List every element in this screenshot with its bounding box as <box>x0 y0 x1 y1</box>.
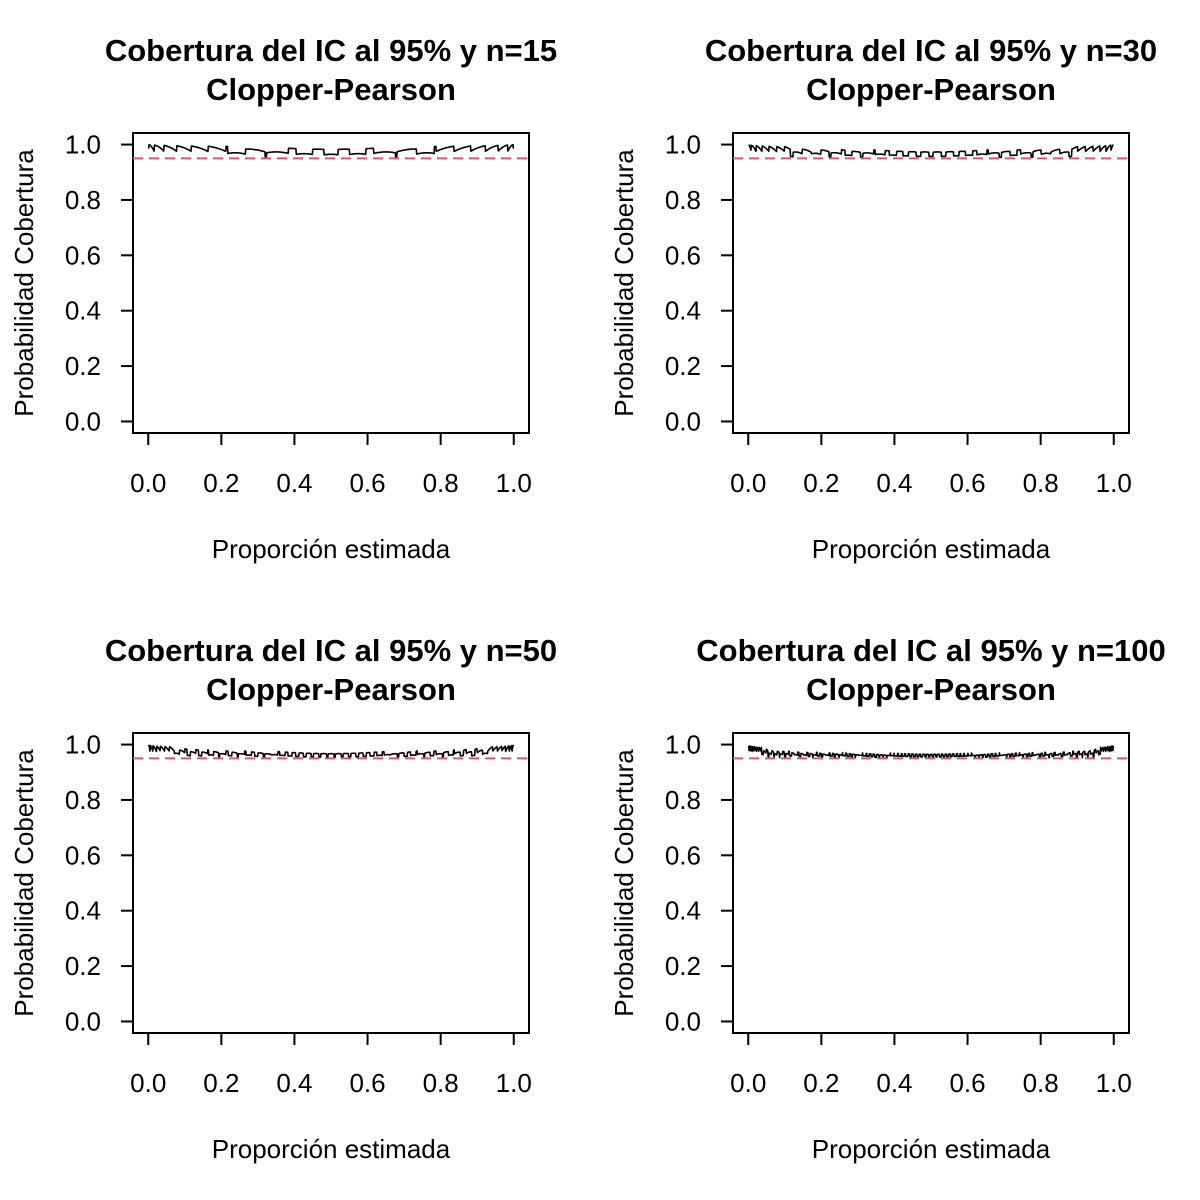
coverage-line <box>747 745 1115 760</box>
chart-subtitle: Clopper-Pearson <box>806 672 1056 707</box>
coverage-line <box>147 744 515 759</box>
x-tick-label: 0.2 <box>803 468 839 498</box>
y-tick-label: 1.0 <box>65 130 101 160</box>
y-tick-label: 0.6 <box>665 240 701 270</box>
chart-panel-2: Cobertura del IC al 95% y n=30 Clopper-Pe… <box>609 33 1157 564</box>
plot-frame <box>732 132 1130 434</box>
x-tick-label: 0.6 <box>349 1068 385 1098</box>
y-axis-label: Probabilidad Cobertura <box>609 149 639 417</box>
x-tick-label: 1.0 <box>1096 1068 1132 1098</box>
x-tick-label: 0.4 <box>276 468 312 498</box>
x-tick-label: 0.6 <box>949 1068 985 1098</box>
y-tick-label: 0.0 <box>665 406 701 436</box>
y-tick-label: 0.8 <box>665 785 701 815</box>
x-tick-label: 0.6 <box>949 468 985 498</box>
x-tick-label: 0.4 <box>876 1068 912 1098</box>
y-tick-label: 0.0 <box>65 406 101 436</box>
x-tick-label: 0.6 <box>349 468 385 498</box>
chart-panel-1: Cobertura del IC al 95% y n=15 Clopper-Pe… <box>9 33 557 564</box>
x-tick-label: 0.2 <box>803 1068 839 1098</box>
x-tick-label: 0.2 <box>203 468 239 498</box>
x-axis-label: Proporción estimada <box>812 534 1051 564</box>
plot-frame <box>732 732 1130 1034</box>
chart-title: Cobertura del IC al 95% y n=100 <box>696 633 1166 668</box>
x-tick-label: 1.0 <box>1096 468 1132 498</box>
x-tick-label: 0.0 <box>730 1068 766 1098</box>
y-tick-label: 0.4 <box>65 896 101 926</box>
x-tick-label: 0.4 <box>876 468 912 498</box>
x-tick-label: 0.8 <box>1023 468 1059 498</box>
y-tick-label: 0.8 <box>65 185 101 215</box>
y-tick-label: 1.0 <box>65 730 101 760</box>
y-tick-label: 0.4 <box>665 896 701 926</box>
x-tick-label: 0.8 <box>423 468 459 498</box>
chart-title: Cobertura del IC al 95% y n=50 <box>105 633 557 668</box>
y-tick-label: 1.0 <box>665 130 701 160</box>
y-tick-label: 0.8 <box>65 785 101 815</box>
y-tick-label: 0.0 <box>665 1006 701 1036</box>
y-tick-label: 0.4 <box>65 296 101 326</box>
y-tick-label: 0.8 <box>665 185 701 215</box>
y-axis-label: Probabilidad Cobertura <box>9 149 39 417</box>
coverage-line <box>748 144 1114 159</box>
y-tick-label: 0.0 <box>65 1006 101 1036</box>
plot-frame <box>132 732 530 1034</box>
chart-subtitle: Clopper-Pearson <box>806 72 1056 107</box>
x-tick-label: 1.0 <box>496 1068 532 1098</box>
y-tick-label: 0.6 <box>65 840 101 870</box>
chart-panel-4: Cobertura del IC al 95% y n=100 Clopper-P… <box>609 633 1166 1164</box>
chart-panel-3: Cobertura del IC al 95% y n=50 Clopper-Pe… <box>9 633 557 1164</box>
chart-title: Cobertura del IC al 95% y n=15 <box>105 33 557 68</box>
plot-frame <box>132 132 530 434</box>
x-tick-label: 0.0 <box>130 1068 166 1098</box>
x-tick-label: 1.0 <box>496 468 532 498</box>
y-tick-label: 0.2 <box>665 951 701 981</box>
y-tick-label: 0.2 <box>65 351 101 381</box>
y-tick-label: 0.2 <box>65 951 101 981</box>
y-tick-label: 0.2 <box>665 351 701 381</box>
chart-subtitle: Clopper-Pearson <box>206 72 456 107</box>
y-tick-label: 0.6 <box>65 240 101 270</box>
y-tick-label: 0.4 <box>665 296 701 326</box>
chart-title: Cobertura del IC al 95% y n=30 <box>705 33 1157 68</box>
y-tick-label: 0.6 <box>665 840 701 870</box>
x-axis-label: Proporción estimada <box>212 534 451 564</box>
coverage-line <box>147 143 515 159</box>
x-axis-label: Proporción estimada <box>212 1134 451 1164</box>
x-tick-label: 0.2 <box>203 1068 239 1098</box>
x-tick-label: 0.8 <box>423 1068 459 1098</box>
y-tick-label: 1.0 <box>665 730 701 760</box>
x-tick-label: 0.0 <box>130 468 166 498</box>
x-tick-label: 0.8 <box>1023 1068 1059 1098</box>
chart-subtitle: Clopper-Pearson <box>206 672 456 707</box>
y-axis-label: Probabilidad Cobertura <box>609 749 639 1017</box>
y-axis-label: Probabilidad Cobertura <box>9 749 39 1017</box>
x-tick-label: 0.0 <box>730 468 766 498</box>
x-axis-label: Proporción estimada <box>812 1134 1051 1164</box>
x-tick-label: 0.4 <box>276 1068 312 1098</box>
